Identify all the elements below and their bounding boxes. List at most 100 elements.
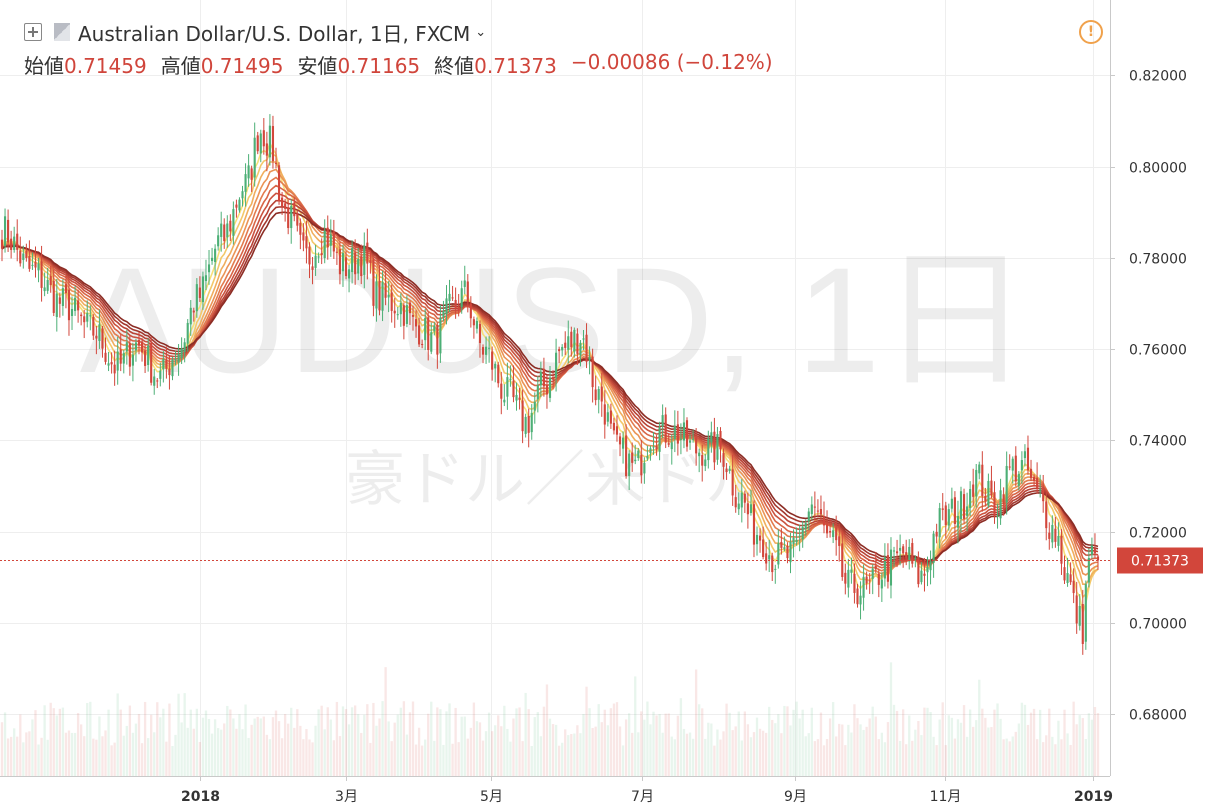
volume-bar bbox=[1075, 724, 1078, 776]
close-item: 終値0.71373 bbox=[434, 50, 557, 78]
x-tick-label: 3月 bbox=[335, 789, 358, 805]
volume-bar bbox=[667, 713, 670, 776]
volume-bar bbox=[463, 716, 466, 776]
alert-icon[interactable]: ! bbox=[1079, 20, 1103, 44]
volume-bar bbox=[1072, 701, 1075, 776]
volume-bar bbox=[557, 745, 561, 776]
candle-body bbox=[86, 313, 89, 322]
volume-bar bbox=[1005, 738, 1008, 776]
candle-body bbox=[411, 314, 415, 317]
candle-body bbox=[67, 289, 71, 321]
candle-body bbox=[3, 216, 7, 246]
volume-bar bbox=[950, 717, 954, 776]
volume-bar bbox=[524, 692, 527, 776]
volume-bar bbox=[944, 745, 947, 776]
volume-bar bbox=[153, 732, 156, 776]
volume-bar bbox=[1048, 708, 1051, 776]
candle-body bbox=[451, 297, 454, 299]
close-value: 0.71373 bbox=[474, 54, 557, 78]
candle-body bbox=[819, 509, 823, 515]
volume-bar bbox=[728, 712, 731, 776]
candle-body bbox=[804, 522, 807, 530]
candle-body bbox=[186, 322, 189, 344]
volume-bar bbox=[271, 717, 275, 776]
candle-body bbox=[947, 509, 950, 526]
volume-bar bbox=[37, 744, 40, 776]
volume-bar bbox=[1011, 736, 1014, 776]
volume-bar bbox=[439, 709, 442, 776]
candle-body bbox=[375, 281, 378, 309]
volume-bar bbox=[1069, 744, 1072, 776]
symbol-title-row[interactable]: Australian Dollar/U.S. Dollar, 1日, FXCM … bbox=[24, 18, 486, 46]
volume-bar bbox=[122, 735, 125, 776]
candle-body bbox=[658, 427, 661, 452]
volume-bar bbox=[655, 715, 658, 776]
volume-bar bbox=[417, 727, 421, 776]
candle-body bbox=[472, 319, 475, 326]
volume-bar bbox=[390, 741, 393, 776]
volume-bar bbox=[643, 719, 646, 776]
candle-body bbox=[16, 233, 19, 250]
candle-body bbox=[64, 284, 67, 294]
candle-body bbox=[640, 454, 643, 476]
volume-bar bbox=[311, 742, 314, 776]
candle-body bbox=[944, 505, 947, 526]
chevron-down-icon[interactable]: ⌄ bbox=[475, 24, 487, 40]
volume-bar bbox=[223, 723, 226, 776]
grid-lines bbox=[0, 0, 1110, 776]
candle-body bbox=[128, 343, 131, 367]
volume-bar bbox=[551, 724, 555, 776]
volume-bar bbox=[972, 726, 975, 776]
volume-bar bbox=[935, 745, 938, 776]
candle-body bbox=[195, 284, 198, 312]
volume-bar bbox=[570, 733, 573, 776]
volume-bar bbox=[22, 742, 25, 776]
volume-bar bbox=[481, 740, 485, 776]
candle-body bbox=[533, 401, 536, 411]
volume-bar bbox=[874, 716, 877, 776]
volume-bar bbox=[621, 745, 625, 776]
candle-body bbox=[348, 269, 351, 279]
symbol-title[interactable]: Australian Dollar/U.S. Dollar, 1日, FXCM bbox=[78, 21, 471, 46]
volume-bar bbox=[953, 738, 957, 776]
candle-body bbox=[211, 257, 214, 262]
candle-body bbox=[667, 443, 670, 445]
x-tick-label: 2019 bbox=[1074, 789, 1113, 805]
candle-body bbox=[37, 263, 40, 271]
candle-body bbox=[497, 364, 500, 384]
volume-bar bbox=[162, 708, 165, 776]
volume-bar bbox=[905, 744, 908, 776]
volume-bar bbox=[131, 732, 135, 776]
high-label: 高値 bbox=[160, 54, 201, 78]
volume-bar bbox=[682, 728, 686, 776]
expand-plus-icon[interactable] bbox=[24, 23, 42, 41]
candle-body bbox=[911, 543, 914, 564]
volume-bar bbox=[865, 726, 868, 776]
volume-bars bbox=[0, 662, 1100, 776]
candle-body bbox=[369, 260, 372, 264]
candle-body bbox=[789, 541, 792, 563]
volume-bar bbox=[880, 732, 884, 776]
candle-body bbox=[676, 424, 679, 444]
volume-bar bbox=[241, 729, 244, 776]
time-axis[interactable]: 2018 3月 5月 7月 9月 11月 2019 bbox=[181, 776, 1113, 805]
volume-bar bbox=[567, 735, 570, 776]
volume-bar bbox=[137, 714, 141, 776]
candle-body bbox=[226, 223, 229, 238]
volume-bar bbox=[1032, 708, 1036, 776]
volume-bar bbox=[561, 742, 564, 776]
candle-body bbox=[755, 534, 759, 545]
candle-body bbox=[722, 453, 725, 467]
candle-body bbox=[201, 276, 204, 303]
candle-body bbox=[1087, 558, 1090, 583]
candle-body bbox=[466, 281, 469, 303]
volume-bar bbox=[722, 731, 725, 776]
x-tick-label: 11月 bbox=[930, 789, 962, 805]
candle-body bbox=[905, 552, 908, 559]
candle-body bbox=[244, 174, 247, 192]
candle-body bbox=[896, 551, 899, 554]
volume-bar bbox=[512, 718, 515, 776]
volume-bar bbox=[6, 738, 10, 776]
volume-bar bbox=[28, 731, 31, 776]
volume-bar bbox=[387, 721, 390, 776]
